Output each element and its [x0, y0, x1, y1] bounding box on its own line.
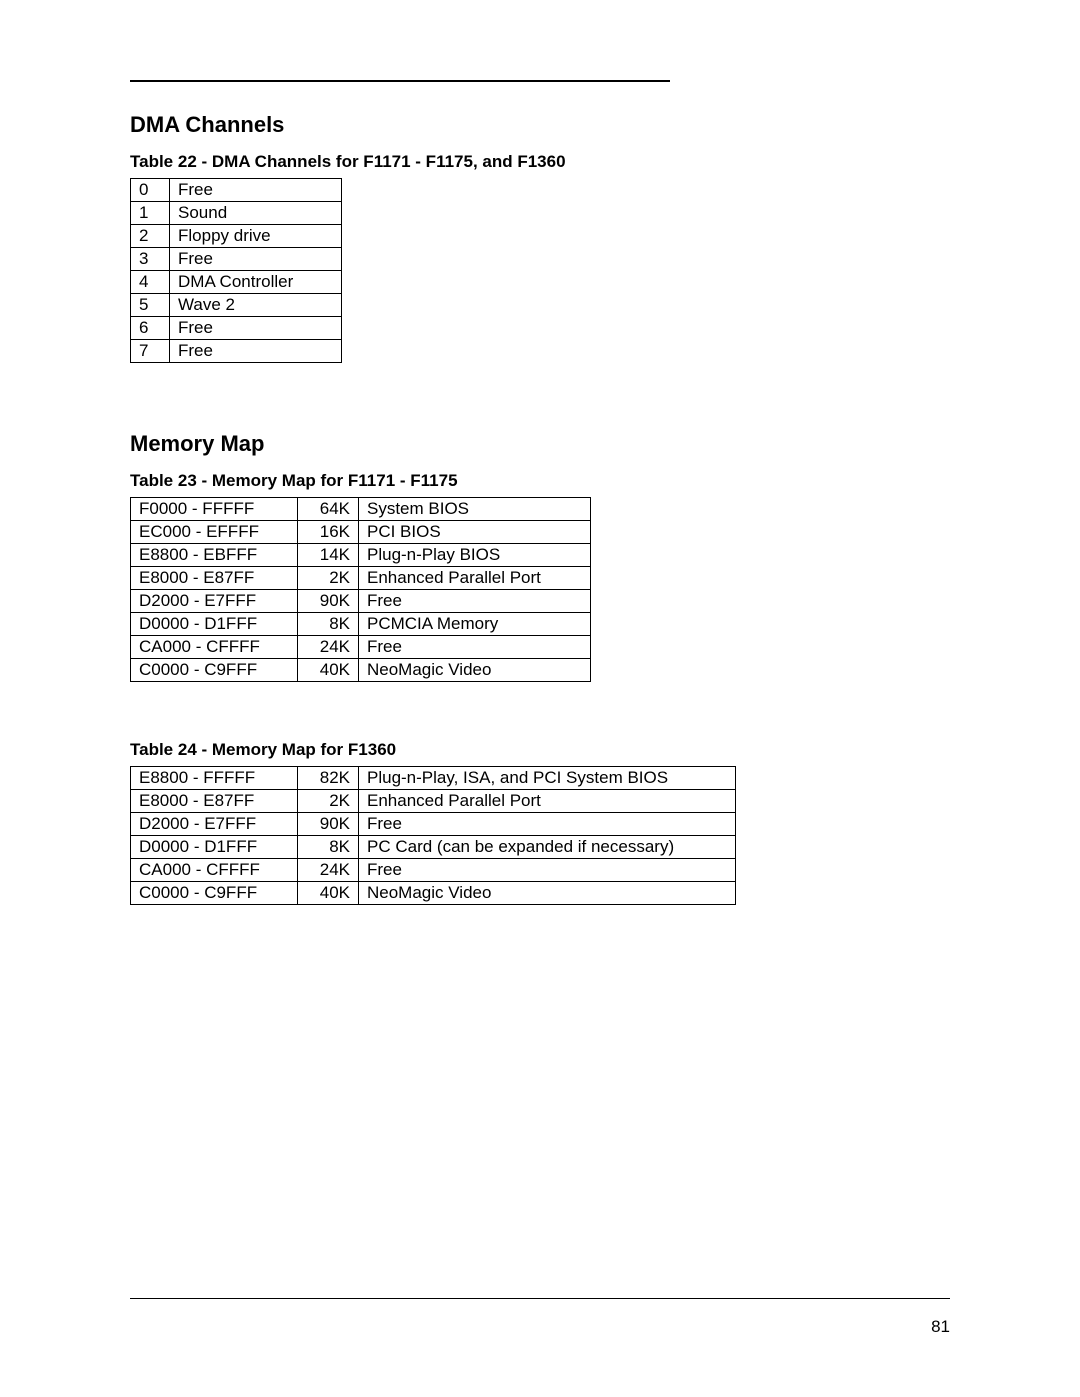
table-cell: Enhanced Parallel Port — [359, 790, 736, 813]
table-cell: Plug-n-Play, ISA, and PCI System BIOS — [359, 767, 736, 790]
table-row: D0000 - D1FFF8KPC Card (can be expanded … — [131, 836, 736, 859]
table-cell: CA000 - CFFFF — [131, 859, 298, 882]
table-cell: Free — [170, 317, 342, 340]
top-rule — [130, 80, 670, 82]
table-cell: 2K — [298, 790, 359, 813]
table-cell: Free — [170, 340, 342, 363]
table-row: C0000 - C9FFF40KNeoMagic Video — [131, 659, 591, 682]
table-cell: DMA Controller — [170, 271, 342, 294]
table-cell: 7 — [131, 340, 170, 363]
table-cell: 8K — [298, 836, 359, 859]
table-row: F0000 - FFFFF64KSystem BIOS — [131, 498, 591, 521]
table-cell: Free — [359, 859, 736, 882]
table-row: D0000 - D1FFF8KPCMCIA Memory — [131, 613, 591, 636]
table-cell: 5 — [131, 294, 170, 317]
table-cell: PC Card (can be expanded if necessary) — [359, 836, 736, 859]
table-row: 1Sound — [131, 202, 342, 225]
table-cell: 24K — [298, 859, 359, 882]
table-cell: PCMCIA Memory — [359, 613, 591, 636]
table-cell: 3 — [131, 248, 170, 271]
page-content: DMA Channels Table 22 - DMA Channels for… — [0, 0, 1080, 993]
table-cell: 1 — [131, 202, 170, 225]
table24: E8800 - FFFFF82KPlug-n-Play, ISA, and PC… — [130, 766, 736, 905]
table-cell: 64K — [298, 498, 359, 521]
table23: F0000 - FFFFF64KSystem BIOSEC000 - EFFFF… — [130, 497, 591, 682]
table-row: 4DMA Controller — [131, 271, 342, 294]
table-cell: 90K — [298, 590, 359, 613]
table-row: E8800 - EBFFF14KPlug-n-Play BIOS — [131, 544, 591, 567]
table-cell: EC000 - EFFFF — [131, 521, 298, 544]
table-cell: Free — [170, 179, 342, 202]
table-cell: Free — [359, 590, 591, 613]
table-cell: E8800 - EBFFF — [131, 544, 298, 567]
table-cell: Free — [170, 248, 342, 271]
section-heading-memory: Memory Map — [130, 431, 950, 457]
table-cell: 24K — [298, 636, 359, 659]
table24-caption: Table 24 - Memory Map for F1360 — [130, 740, 950, 760]
table-cell: E8800 - FFFFF — [131, 767, 298, 790]
table-cell: E8000 - E87FF — [131, 790, 298, 813]
table-row: 6Free — [131, 317, 342, 340]
table-cell: 2 — [131, 225, 170, 248]
table-cell: Plug-n-Play BIOS — [359, 544, 591, 567]
table-cell: 8K — [298, 613, 359, 636]
table-row: CA000 - CFFFF24KFree — [131, 859, 736, 882]
table-cell: PCI BIOS — [359, 521, 591, 544]
table-cell: Wave 2 — [170, 294, 342, 317]
table-cell: 40K — [298, 882, 359, 905]
table-cell: NeoMagic Video — [359, 882, 736, 905]
table22: 0Free1Sound2Floppy drive3Free4DMA Contro… — [130, 178, 342, 363]
table-row: 2Floppy drive — [131, 225, 342, 248]
table-cell: System BIOS — [359, 498, 591, 521]
table-cell: C0000 - C9FFF — [131, 882, 298, 905]
table-cell: C0000 - C9FFF — [131, 659, 298, 682]
table-row: E8000 - E87FF2KEnhanced Parallel Port — [131, 567, 591, 590]
table-cell: 14K — [298, 544, 359, 567]
table-cell: 6 — [131, 317, 170, 340]
table-cell: F0000 - FFFFF — [131, 498, 298, 521]
table-cell: 82K — [298, 767, 359, 790]
table-cell: NeoMagic Video — [359, 659, 591, 682]
table22-caption: Table 22 - DMA Channels for F1171 - F117… — [130, 152, 950, 172]
table-row: EC000 - EFFFF16KPCI BIOS — [131, 521, 591, 544]
page-footer: 81 — [130, 1298, 950, 1337]
table-row: E8000 - E87FF2KEnhanced Parallel Port — [131, 790, 736, 813]
table-cell: 40K — [298, 659, 359, 682]
table-row: D2000 - E7FFF90KFree — [131, 813, 736, 836]
page-number: 81 — [130, 1317, 950, 1337]
section-heading-dma: DMA Channels — [130, 112, 950, 138]
table-cell: D0000 - D1FFF — [131, 836, 298, 859]
table-cell: Free — [359, 636, 591, 659]
table-cell: E8000 - E87FF — [131, 567, 298, 590]
table-cell: CA000 - CFFFF — [131, 636, 298, 659]
table23-caption: Table 23 - Memory Map for F1171 - F1175 — [130, 471, 950, 491]
table-cell: Enhanced Parallel Port — [359, 567, 591, 590]
table-row: C0000 - C9FFF40KNeoMagic Video — [131, 882, 736, 905]
table-cell: Floppy drive — [170, 225, 342, 248]
table-row: 3Free — [131, 248, 342, 271]
table-row: E8800 - FFFFF82KPlug-n-Play, ISA, and PC… — [131, 767, 736, 790]
table-cell: Free — [359, 813, 736, 836]
table-cell: D2000 - E7FFF — [131, 813, 298, 836]
table-row: 0Free — [131, 179, 342, 202]
table-cell: D2000 - E7FFF — [131, 590, 298, 613]
table-row: CA000 - CFFFF24KFree — [131, 636, 591, 659]
table-row: 7Free — [131, 340, 342, 363]
table-row: 5Wave 2 — [131, 294, 342, 317]
table-cell: Sound — [170, 202, 342, 225]
table-row: D2000 - E7FFF90KFree — [131, 590, 591, 613]
table-cell: 4 — [131, 271, 170, 294]
table-cell: 2K — [298, 567, 359, 590]
bottom-rule — [130, 1298, 950, 1299]
table-cell: D0000 - D1FFF — [131, 613, 298, 636]
table-cell: 0 — [131, 179, 170, 202]
table-cell: 90K — [298, 813, 359, 836]
table-cell: 16K — [298, 521, 359, 544]
